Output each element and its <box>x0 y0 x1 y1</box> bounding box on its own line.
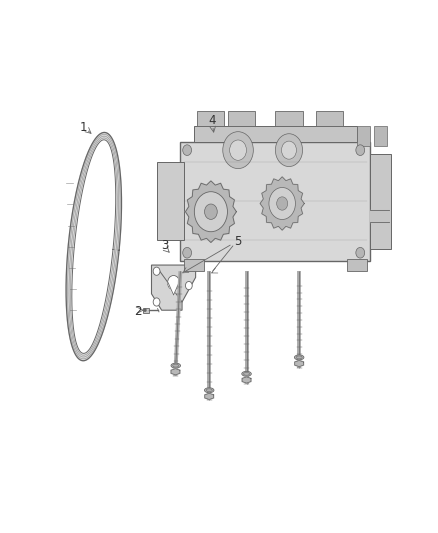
Text: 1: 1 <box>80 121 87 134</box>
Circle shape <box>144 309 146 312</box>
Ellipse shape <box>244 373 250 375</box>
FancyBboxPatch shape <box>197 111 224 125</box>
Polygon shape <box>143 308 149 313</box>
Polygon shape <box>260 177 304 230</box>
Ellipse shape <box>171 363 180 368</box>
FancyBboxPatch shape <box>180 142 371 261</box>
Text: 4: 4 <box>209 114 216 127</box>
Text: 5: 5 <box>234 235 241 248</box>
Circle shape <box>269 188 295 220</box>
FancyBboxPatch shape <box>184 259 204 271</box>
Ellipse shape <box>242 372 251 376</box>
FancyBboxPatch shape <box>276 111 303 125</box>
Ellipse shape <box>294 355 304 360</box>
Circle shape <box>183 247 191 258</box>
Ellipse shape <box>206 389 212 392</box>
Text: 3: 3 <box>161 239 169 252</box>
Polygon shape <box>66 132 121 361</box>
Polygon shape <box>371 209 389 222</box>
FancyBboxPatch shape <box>374 125 387 146</box>
Circle shape <box>168 276 180 290</box>
Circle shape <box>153 298 160 306</box>
Circle shape <box>153 267 160 276</box>
FancyBboxPatch shape <box>371 154 391 248</box>
Circle shape <box>230 140 247 160</box>
FancyBboxPatch shape <box>316 111 343 125</box>
Polygon shape <box>72 140 116 353</box>
Polygon shape <box>185 181 237 243</box>
Polygon shape <box>168 282 179 295</box>
Polygon shape <box>152 265 196 310</box>
Text: 2: 2 <box>134 304 141 318</box>
Circle shape <box>282 141 297 159</box>
Circle shape <box>223 132 253 168</box>
Ellipse shape <box>173 364 179 367</box>
Circle shape <box>356 145 365 156</box>
Circle shape <box>185 281 192 290</box>
Circle shape <box>205 204 217 220</box>
Polygon shape <box>295 360 304 367</box>
Polygon shape <box>171 369 180 375</box>
Circle shape <box>183 145 191 156</box>
Circle shape <box>276 134 303 166</box>
Circle shape <box>194 192 227 232</box>
FancyBboxPatch shape <box>347 259 367 271</box>
Circle shape <box>277 197 288 210</box>
Ellipse shape <box>205 388 214 393</box>
Ellipse shape <box>296 356 302 359</box>
FancyBboxPatch shape <box>357 125 371 146</box>
FancyBboxPatch shape <box>228 111 255 125</box>
Circle shape <box>356 247 365 258</box>
Polygon shape <box>242 377 251 383</box>
FancyBboxPatch shape <box>194 125 357 142</box>
Polygon shape <box>205 393 214 399</box>
FancyBboxPatch shape <box>156 163 184 240</box>
